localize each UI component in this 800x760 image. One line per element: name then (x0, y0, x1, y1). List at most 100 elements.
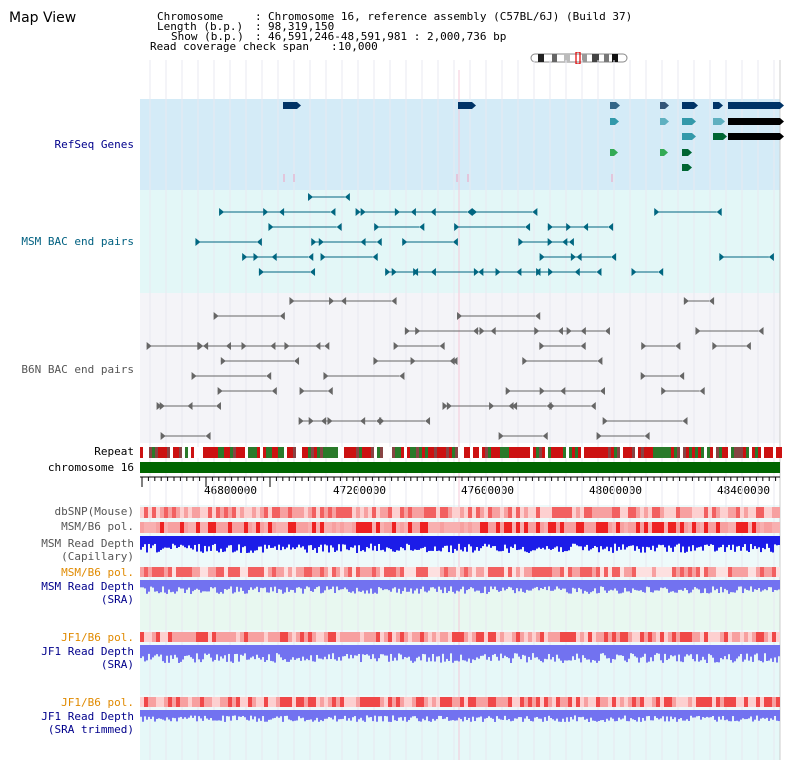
b6n-bac-pair-end (376, 417, 382, 425)
jf1-trim-bar (218, 710, 220, 721)
msm-depth-cap-bar (646, 536, 648, 547)
jf1-depth-bar (634, 645, 636, 657)
jf1-trim-bar (166, 710, 168, 718)
jf1-depth-bar (340, 645, 342, 661)
jf1-depth-bar (432, 645, 434, 655)
jf1-pol-segment (664, 632, 668, 642)
msm-bac-pair-end (308, 193, 314, 201)
msm-pol-segment (692, 522, 696, 533)
repeat-segment (392, 447, 395, 458)
msm-pol-sra-segment (724, 567, 728, 577)
msm-pol-segment (248, 522, 252, 533)
b6n-bac-pair-end (560, 387, 566, 395)
show-sep: : (255, 30, 262, 43)
jf1-depth-bar (578, 645, 580, 659)
msm-pol-sra-segment (688, 567, 692, 577)
msm-pol-segment (260, 522, 264, 533)
jf1-depth-bar (162, 645, 164, 662)
jf1-trim-bar (400, 710, 402, 718)
msm-depth-cap-bar (362, 536, 364, 551)
msm-pol-sra-segment (216, 567, 220, 577)
b6n-bac-pair-end (644, 432, 650, 440)
jf1-pol-segment (484, 632, 488, 642)
msm-depth-cap-bar (196, 536, 198, 552)
jf1-trim-bar (180, 710, 182, 717)
msm-depth-sra-bar (250, 580, 252, 588)
jf1-pol-segment (284, 632, 288, 642)
jf1-trim-bar (344, 710, 346, 716)
msm-pol-segment (740, 522, 744, 533)
repeat-segment (365, 447, 368, 458)
jf1-pol-segment (480, 632, 484, 642)
msm-depth-cap-bar (298, 536, 300, 545)
jf1-depth-bar (588, 645, 590, 660)
msm-depth-cap-bar (178, 536, 180, 547)
repeat-segment (602, 447, 605, 458)
msm-depth-sra-bar (360, 580, 362, 592)
jf1-trim-bar (588, 710, 590, 722)
repeat-segment (527, 447, 530, 458)
dbsnp-segment (444, 507, 448, 518)
msm-pol-sra-segment (188, 567, 192, 577)
msm-pol-sra-segment (620, 567, 624, 577)
msm-depth-sra-bar (506, 580, 508, 589)
msm-depth-cap-bar (300, 536, 302, 548)
msm-depth-cap-bar (436, 536, 438, 552)
msm-depth-cap-bar (608, 536, 610, 552)
jf1-pol-segment (756, 632, 760, 642)
jf1-trim-bar (680, 710, 682, 719)
jf1-depth-bar (452, 645, 454, 663)
jf1-trim-bar (498, 710, 500, 719)
jf1-pol-trim-segment (312, 697, 316, 707)
msm-depth-sra-bar (510, 580, 512, 588)
jf1-pol-trim-segment (476, 697, 480, 707)
jf1-depth-bar (140, 645, 142, 659)
gene-arrow (692, 118, 696, 125)
msm-pol-sra-segment (592, 567, 596, 577)
jf1-depth-bar (260, 645, 262, 660)
msm-depth-cap-bar (552, 536, 554, 549)
msm-pol-sra-segment (284, 567, 288, 577)
msm-depth-sra-bar (776, 580, 778, 591)
jf1-trim-bar (542, 710, 544, 722)
msm-depth-cap-bar (210, 536, 212, 551)
msm-pol-sra-segment (576, 567, 580, 577)
msm-pol-segment (404, 522, 408, 533)
msm-pol-sra-segment (748, 567, 752, 577)
jf1-pol-trim-segment (352, 697, 356, 707)
jf1-trim-bar (286, 710, 288, 716)
jf1-trim-bar (456, 710, 458, 721)
jf1-trim-bar (738, 710, 740, 722)
msm-pol-sra-segment (420, 567, 424, 577)
msm-depth-cap-bar (472, 536, 474, 553)
jf1-pol-segment (472, 632, 476, 642)
msm-bac-pair-end (576, 253, 582, 261)
chromosome-ideogram[interactable] (528, 52, 630, 64)
msm-depth-cap-bar (624, 536, 626, 550)
msm-depth-sra-bar (278, 580, 280, 590)
msm-depth-sra-bar (596, 580, 598, 594)
jf1-pol-segment (692, 632, 696, 642)
msm-pol-segment (224, 522, 228, 533)
msm-depth-sra-bar (722, 580, 724, 593)
msm-depth-cap-bar (396, 536, 398, 551)
msm-depth-cap-bar (638, 536, 640, 549)
msm-depth-sra-bar (438, 580, 440, 587)
b6n-bac-pair-end (321, 417, 327, 425)
msm-pol-segment (704, 522, 708, 533)
jf1-depth-bar (426, 645, 428, 662)
msm-depth-cap-bar (648, 536, 650, 548)
msm-depth-sra-bar (342, 580, 344, 590)
msm-pol-sra-segment (588, 567, 592, 577)
msm-pol-segment (648, 522, 652, 533)
msm-depth-sra-bar (424, 580, 426, 592)
repeat-segment (341, 447, 344, 458)
gene-feature (728, 118, 780, 125)
msm-pol-segment (652, 522, 656, 533)
msm-depth-sra-bar (486, 580, 488, 594)
msm-depth-sra-bar (494, 580, 496, 587)
gene-feature (682, 102, 694, 109)
jf1-trim-bar (182, 710, 184, 719)
dbsnp-segment (592, 507, 596, 518)
